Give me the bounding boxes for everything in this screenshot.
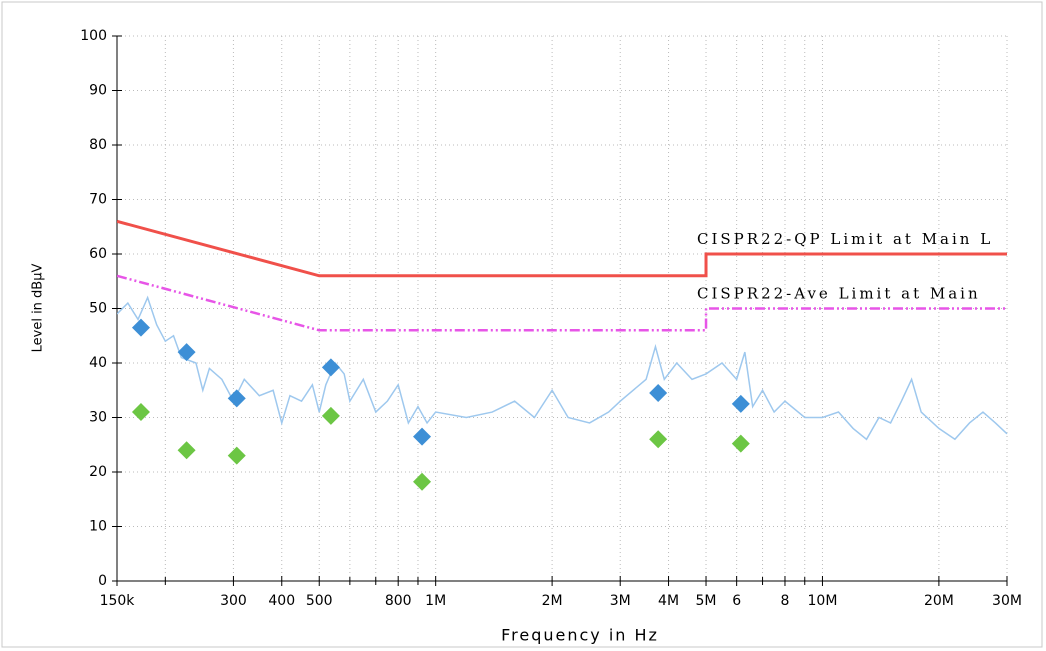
- y-tick-label: 100: [80, 28, 107, 44]
- limit-label: CISPR22-QP Limit at Main L: [697, 230, 993, 248]
- diamond-marker: [321, 358, 340, 377]
- diamond-marker: [131, 318, 150, 337]
- y-axis-label: Level in dBµV: [31, 264, 46, 353]
- x-tick-label: 2M: [542, 593, 563, 609]
- diamond-marker: [131, 403, 150, 422]
- diamond-marker: [413, 472, 432, 491]
- diamond-marker: [177, 343, 196, 362]
- limit-label: CISPR22-Ave Limit at Main: [697, 285, 981, 303]
- y-tick-label: 50: [89, 301, 107, 317]
- diamond-marker: [177, 441, 196, 460]
- diamond-marker: [321, 406, 340, 425]
- x-tick-label: 4M: [658, 593, 679, 609]
- diamond-marker: [413, 427, 432, 446]
- plot-area: CISPR22-QP Limit at Main L CISPR22-Ave Li…: [117, 219, 1008, 491]
- diamond-marker: [731, 394, 750, 413]
- series-line: [117, 219, 1007, 278]
- y-tick-label: 40: [89, 355, 107, 371]
- y-tick-label: 30: [89, 410, 107, 426]
- x-tick-label: 5M: [696, 593, 717, 609]
- diamond-marker: [227, 389, 246, 408]
- x-tick-label: 150k: [100, 593, 136, 609]
- y-tick-label: 20: [89, 464, 107, 480]
- y-tick-label: 10: [89, 519, 107, 535]
- x-tick-label: 8: [781, 593, 790, 609]
- y-tick-label: 60: [89, 246, 107, 262]
- y-tick-label: 0: [98, 573, 107, 589]
- diamond-marker: [649, 383, 668, 402]
- x-tick-label: 1M: [425, 593, 446, 609]
- x-tick-label: 500: [306, 593, 333, 609]
- x-tick-label: 800: [385, 593, 412, 609]
- diamond-marker: [649, 430, 668, 449]
- diamond-marker: [227, 446, 246, 465]
- y-tick-label: 80: [89, 137, 107, 153]
- x-tick-label: 30M: [992, 593, 1022, 609]
- x-tick-label: 3M: [610, 593, 631, 609]
- x-tick-label: 20M: [924, 593, 954, 609]
- y-tick-label: 70: [89, 192, 107, 208]
- x-axis-label: Frequency in Hz: [501, 626, 659, 645]
- series-line: [117, 274, 1007, 332]
- x-tick-label: 10M: [808, 593, 838, 609]
- x-tick-label: 6: [732, 593, 741, 609]
- x-tick-label: 300: [220, 593, 247, 609]
- diamond-marker: [731, 434, 750, 453]
- x-tick-label: 400: [268, 593, 295, 609]
- y-tick-label: 90: [89, 83, 107, 99]
- series-line: [117, 295, 1008, 441]
